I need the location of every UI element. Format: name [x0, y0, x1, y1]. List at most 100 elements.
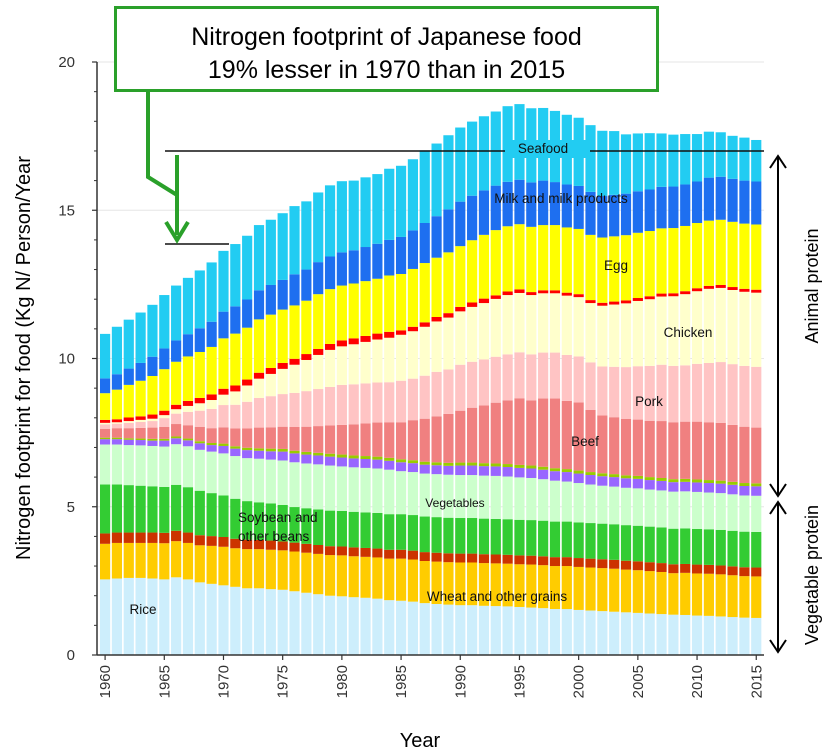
bar-segment-pork: [360, 383, 371, 424]
label-soybean-1: Soybean and: [238, 510, 318, 525]
bar-segment-milk-and-milk-products: [265, 284, 276, 315]
bar-segment-pork: [336, 384, 347, 425]
bar-segment-other-cereals: [573, 558, 584, 567]
bar-segment-soybean-and-other-beans: [443, 517, 454, 554]
bar-segment-whale-and-other-meat: [348, 338, 359, 345]
bar-segment-seafood: [182, 277, 194, 335]
bar-segment-wheat-and-other-grains: [360, 556, 371, 598]
bar-segment-wheat-and-other-grains: [609, 568, 620, 612]
bar-segment-oils: [490, 463, 501, 467]
bar-segment-vegetables: [313, 464, 324, 510]
bar-segment-chicken: [715, 287, 726, 363]
bar-segment-whale-and-other-meat: [668, 293, 679, 297]
bar-segment-rice: [632, 612, 643, 655]
bar-segment-soybean-and-other-beans: [680, 528, 691, 564]
bar-segment-fruits-and-others: [549, 471, 561, 481]
bar-segment-beef: [230, 428, 241, 447]
bar-segment-fruits-and-others: [147, 440, 158, 446]
bar-segment-chicken: [502, 295, 513, 355]
bar-segment-chicken: [384, 337, 395, 383]
bar-segment-chicken: [194, 403, 205, 411]
bar-segment-fruits-and-others: [668, 482, 679, 492]
bar-segment-egg: [395, 274, 407, 331]
bar-segment-vegetables: [703, 492, 714, 530]
bar-segment-pork: [348, 384, 359, 425]
bar-segment-fruits-and-others: [585, 475, 596, 485]
bar-segment-soybean-and-other-beans: [490, 518, 501, 555]
bar-segment-rice: [360, 597, 371, 655]
bar-segment-vegetables: [277, 460, 288, 505]
bar-segment-wheat-and-other-grains: [348, 556, 359, 598]
bar-segment-beef: [502, 400, 513, 465]
bar-segment-egg: [431, 257, 442, 317]
bar-segment-other-cereals: [715, 565, 726, 575]
bar-segment-seafood: [336, 181, 347, 253]
label-seafood: Seafood: [518, 141, 568, 156]
bar-segment-seafood: [395, 165, 407, 237]
bar-segment-rice: [502, 606, 513, 655]
bar-segment-rice: [751, 617, 762, 655]
bar-segment-milk-and-milk-products: [159, 348, 170, 370]
bar-segment-fruits-and-others: [573, 473, 584, 484]
bar-segment-milk-and-milk-products: [632, 191, 643, 233]
bar-segment-rice: [194, 582, 205, 655]
bar-segment-milk-and-milk-products: [443, 209, 454, 253]
bar-segment-egg: [656, 228, 667, 294]
bar-segment-wheat-and-other-grains: [455, 562, 466, 606]
bar-segment-rice: [668, 614, 679, 655]
bar-segment-wheat-and-other-grains: [135, 542, 146, 578]
bar-segment-oils: [561, 469, 572, 473]
bar-segment-seafood: [348, 180, 359, 251]
seafood-label-bg: [505, 140, 590, 158]
bar-segment-seafood: [206, 262, 217, 322]
bar-segment-rice: [123, 577, 134, 655]
bar-segment-other-cereals: [313, 545, 324, 554]
bar-segment-soybean-and-other-beans: [324, 510, 336, 547]
bar-segment-oils: [668, 479, 679, 483]
bar-segment-oils: [656, 477, 667, 481]
bar-segment-pork: [502, 354, 513, 401]
bar-segment-vegetables: [100, 444, 111, 485]
bar-segment-egg: [147, 375, 158, 415]
bar-segment-rice: [100, 579, 111, 655]
bar-segment-beef: [135, 427, 146, 439]
bar-segment-wheat-and-other-grains: [265, 549, 276, 590]
bar-segment-beef: [538, 398, 549, 467]
bar-segment-wheat-and-other-grains: [739, 576, 750, 618]
bar-segment-seafood: [384, 168, 395, 240]
bar-segment-wheat-and-other-grains: [384, 558, 395, 601]
bar-segment-pork: [573, 356, 584, 403]
bar-segment-oils: [644, 477, 655, 481]
bar-segment-pork: [182, 411, 194, 426]
bar-segment-pork: [171, 413, 182, 425]
bar-segment-other-cereals: [490, 554, 501, 564]
x-tick-label: 1980: [334, 665, 351, 698]
bar-segment-milk-and-milk-products: [609, 194, 620, 237]
bar-segment-other-cereals: [135, 532, 146, 543]
bar-segment-wheat-and-other-grains: [668, 573, 679, 615]
bar-segment-seafood: [123, 319, 134, 369]
bar-segment-other-cereals: [455, 553, 466, 563]
bar-segment-chicken: [597, 305, 608, 367]
bar-segment-soybean-and-other-beans: [360, 512, 371, 548]
bar-segment-seafood: [455, 127, 466, 202]
bar-segment-vegetables: [206, 451, 217, 494]
bar-segment-seafood: [715, 132, 726, 177]
bar-segment-soybean-and-other-beans: [467, 518, 478, 554]
bar-segment-egg: [549, 225, 561, 291]
bar-segment-fruits-and-others: [467, 465, 478, 476]
bar-segment-whale-and-other-meat: [265, 367, 276, 374]
bar-segment-egg: [561, 227, 572, 293]
bar-segment-rice: [336, 596, 347, 655]
bar-segment-soybean-and-other-beans: [514, 519, 525, 556]
bar-segment-rice: [443, 604, 454, 655]
bar-segment-fruits-and-others: [727, 484, 738, 495]
bar-segment-pork: [526, 354, 537, 401]
label-pork: Pork: [635, 394, 663, 409]
x-tick-label: 2005: [630, 665, 647, 698]
bar-segment-other-cereals: [656, 563, 667, 572]
bar-segment-other-cereals: [171, 530, 182, 542]
bar-segment-pork: [467, 361, 478, 408]
bar-segment-chicken: [727, 290, 738, 365]
bar-segment-egg: [206, 346, 217, 395]
